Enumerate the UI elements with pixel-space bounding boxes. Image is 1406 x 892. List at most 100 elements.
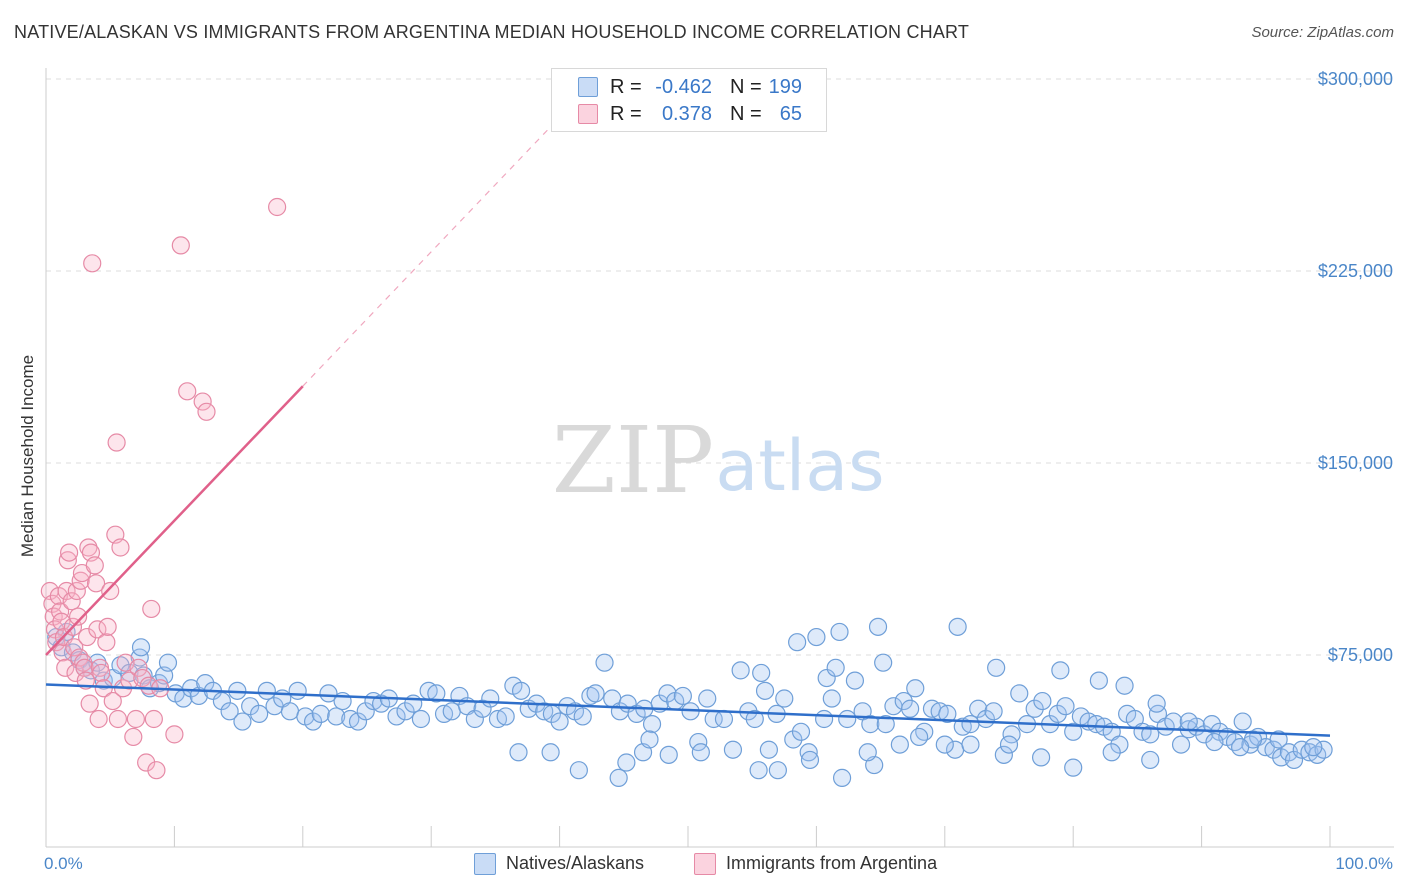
data-point-natives (759, 740, 778, 759)
legend-r-label: R = (610, 103, 642, 125)
data-point-natives (348, 712, 368, 731)
data-point-natives (749, 761, 768, 780)
data-point-argentina (103, 691, 122, 711)
data-point-natives (858, 743, 877, 762)
data-point-natives (411, 709, 431, 729)
data-point-natives (961, 735, 980, 754)
data-point-natives (1048, 704, 1067, 723)
data-point-natives (861, 715, 880, 734)
data-point-argentina (124, 727, 143, 747)
data-point-natives (1031, 748, 1051, 767)
data-point-argentina (86, 574, 106, 593)
data-point-natives (673, 686, 692, 706)
watermark-atlas: atlas (715, 425, 884, 507)
data-point-argentina (58, 551, 77, 570)
data-point-natives (131, 638, 151, 657)
data-point-natives (826, 658, 845, 677)
data-point-argentina (77, 627, 97, 647)
data-point-natives (948, 617, 967, 636)
data-point-natives (999, 735, 1019, 754)
data-point-natives (1264, 740, 1283, 759)
data-point-natives (822, 689, 841, 708)
data-point-natives (788, 633, 807, 652)
x-tick-label: 0.0% (44, 854, 83, 873)
legend-row-argentina: R = 0.378 N = 65 (552, 101, 826, 127)
data-point-argentina (101, 581, 120, 601)
data-point-natives (832, 768, 852, 787)
data-point-argentina (147, 761, 166, 780)
data-point-natives (1269, 730, 1288, 749)
data-point-natives (935, 735, 954, 754)
data-point-argentina (92, 663, 111, 683)
data-point-natives (550, 712, 569, 731)
series-natives-alaskans-points (47, 617, 1333, 787)
legend-row-natives: R = -0.462 N = 199 (552, 74, 826, 100)
data-point-natives (938, 704, 957, 723)
x-tick-label: 100.0% (1335, 854, 1393, 873)
data-point-natives (994, 745, 1013, 764)
data-point-natives (752, 663, 771, 683)
data-point-natives (984, 702, 1003, 721)
watermark: ZIP atlas (552, 407, 885, 514)
data-point-natives (473, 699, 492, 718)
data-point-argentina (171, 236, 190, 255)
y-tick-label: $75,000 (1328, 645, 1393, 665)
data-point-natives (817, 668, 836, 688)
legend-n-value: 65 (779, 103, 802, 125)
data-point-natives (890, 735, 909, 754)
data-point-natives (791, 722, 811, 741)
legend-swatch-natives (578, 77, 598, 97)
data-point-natives (1064, 722, 1083, 741)
data-point-natives (1231, 738, 1250, 757)
data-point-natives (158, 653, 178, 672)
legend-r-value: 0.378 (661, 103, 712, 125)
data-point-natives (1147, 694, 1166, 713)
chart-title: NATIVE/ALASKAN VS IMMIGRANTS FROM ARGENT… (14, 22, 970, 42)
data-point-argentina (139, 676, 158, 695)
data-point-argentina (66, 663, 85, 683)
data-point-natives (220, 702, 239, 721)
data-point-natives (868, 617, 888, 636)
data-point-natives (1010, 684, 1029, 703)
data-point-natives (250, 704, 269, 723)
data-point-argentina (79, 538, 98, 557)
data-point-natives (901, 699, 920, 718)
data-point-natives (714, 709, 734, 729)
y-tick-label: $300,000 (1318, 69, 1393, 89)
source-label: Source: ZipAtlas.com (1251, 24, 1394, 41)
grid-lines (46, 78, 1394, 656)
data-point-natives (642, 715, 662, 734)
data-point-natives (910, 727, 929, 747)
data-point-natives (845, 671, 865, 690)
data-point-natives (396, 702, 415, 721)
data-point-natives (876, 715, 895, 734)
data-point-argentina (108, 709, 128, 729)
data-point-natives (1115, 676, 1134, 695)
data-point-natives (1179, 712, 1198, 731)
trend-line-argentina (45, 385, 304, 656)
data-point-argentina (268, 197, 287, 217)
trend-line-natives (45, 683, 1331, 737)
data-point-natives (768, 761, 787, 780)
data-point-natives (327, 707, 346, 726)
series-legend: Natives/Alaskans Immigrants from Argenti… (0, 852, 1406, 878)
data-point-argentina (178, 382, 197, 401)
data-point-natives (511, 681, 531, 700)
data-point-natives (784, 730, 803, 749)
data-point-natives (1284, 750, 1304, 770)
data-point-natives (906, 679, 925, 698)
data-point-natives (595, 653, 614, 672)
data-point-argentina (71, 571, 90, 590)
data-point-argentina (137, 753, 156, 772)
data-point-natives (775, 689, 794, 708)
data-point-natives (1102, 743, 1121, 762)
data-point-natives (356, 702, 375, 721)
axes (45, 68, 1394, 848)
data-point-natives (181, 679, 201, 698)
data-point-argentina (56, 658, 75, 677)
data-point-argentina (83, 254, 102, 273)
data-point-natives (1141, 725, 1160, 744)
data-point-natives (731, 661, 750, 680)
data-point-natives (1233, 712, 1252, 731)
data-point-natives (1202, 715, 1221, 734)
